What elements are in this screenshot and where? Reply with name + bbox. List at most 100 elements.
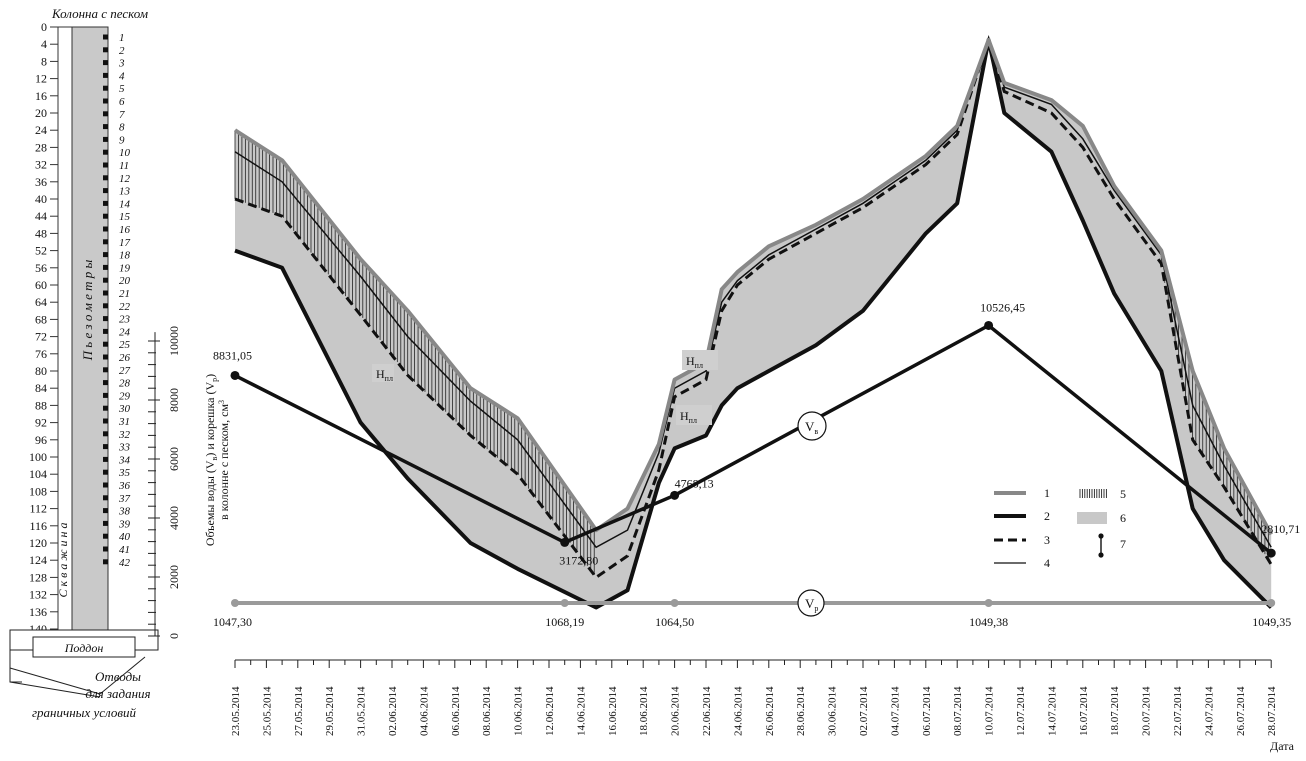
outlets-label-line-1: Отводы (95, 669, 141, 684)
port-dot-30 (103, 405, 108, 411)
x-tick-label-19: 30.06.2014 (827, 686, 839, 736)
port-dot-11 (103, 162, 108, 168)
port-dot-8 (103, 124, 108, 130)
root-volume-label-3: 1049,38 (969, 615, 1008, 629)
gray-fill-layer (235, 39, 1272, 608)
port-dot-19 (103, 264, 108, 270)
port-number-26: 26 (119, 352, 131, 364)
depth-tick-label-17: 68 (35, 312, 47, 326)
volume-tick-label-5: 10000 (167, 326, 181, 356)
legend-label-6: 6 (1120, 511, 1126, 525)
root-volume-point-0 (231, 599, 239, 607)
port-number-15: 15 (119, 211, 131, 223)
depth-tick-label-1: 4 (41, 37, 47, 51)
root-volume-label-0: 1047,30 (213, 615, 252, 629)
water-volume-symbol-circle (797, 411, 827, 441)
x-tick-label-24: 10.07.2014 (984, 686, 996, 736)
depth-tick-label-14: 56 (35, 261, 47, 275)
volume-tick-label-4: 8000 (167, 388, 181, 412)
port-dot-10 (103, 149, 108, 155)
y-axis-label-line-1: Объемы воды (Vв) и корешка (Vр) (203, 374, 219, 546)
depth-tick-label-23: 92 (35, 416, 47, 430)
depth-tick-label-31: 124 (29, 553, 47, 567)
port-dot-28 (103, 380, 108, 386)
x-tick-label-18: 28.06.2014 (795, 686, 807, 736)
area-label-1-bg (372, 364, 394, 382)
port-number-28: 28 (119, 378, 131, 390)
x-tick-label-33: 28.07.2014 (1266, 686, 1278, 736)
port-number-3: 3 (118, 58, 125, 70)
port-number-27: 27 (119, 365, 131, 377)
area-label-2: Нпл (682, 350, 718, 370)
port-dot-38 (103, 508, 108, 514)
gray-fill-area (235, 39, 1272, 608)
depth-tick-label-15: 60 (35, 278, 47, 292)
port-dot-23 (103, 316, 108, 322)
port-number-2: 2 (119, 45, 125, 57)
port-dot-42 (103, 559, 108, 565)
level-curves (233, 34, 1273, 610)
curve-2 (234, 37, 1273, 610)
x-axis-label: Дата (1270, 739, 1295, 753)
port-number-4: 4 (119, 70, 125, 82)
depth-tick-label-20: 80 (35, 364, 47, 378)
area-label-1-text: Нпл (376, 367, 393, 383)
port-dot-33 (103, 444, 108, 450)
port-dot-12 (103, 175, 108, 181)
depth-tick-label-28: 112 (29, 502, 47, 516)
area-label-2-text: Нпл (686, 354, 703, 370)
outlet-line-1 (9, 650, 22, 683)
port-dot-18 (103, 252, 108, 258)
port-dot-41 (103, 546, 108, 552)
depth-tick-label-9: 36 (35, 175, 47, 189)
area-label-3-bg (676, 405, 712, 425)
root-volume-symbol-circle (797, 589, 825, 617)
port-dot-36 (103, 482, 108, 488)
port-dot-22 (103, 303, 108, 309)
x-tick-label-22: 06.07.2014 (921, 686, 933, 736)
outlet-line-3 (9, 681, 101, 698)
x-tick-label-9: 10.06.2014 (513, 686, 525, 736)
sand-column-schematic: Колонна с песком П ь е з о м е т р ы С к… (9, 6, 159, 720)
depth-tick-label-26: 104 (29, 467, 47, 481)
port-number-9: 9 (119, 134, 125, 146)
root-volume-symbol: Vр (805, 596, 818, 613)
column-title: Колонна с песком (51, 6, 148, 21)
depth-tick-label-22: 88 (35, 398, 47, 412)
port-dot-16 (103, 226, 108, 232)
port-number-12: 12 (119, 173, 131, 185)
date-x-axis: 23.05.2014 25.05.2014 27.05.2014 29.05.2014… (230, 659, 1278, 736)
port-number-42: 42 (119, 557, 131, 569)
water-volume-symbol: Vв (805, 419, 818, 436)
volume-tick-label-0: 0 (167, 633, 181, 639)
x-tick-label-14: 20.06.2014 (670, 686, 682, 736)
x-tick-label-26: 14.07.2014 (1046, 686, 1058, 736)
port-dot-31 (103, 418, 108, 424)
port-dot-3 (103, 60, 108, 66)
piezometer-ports: 1234567891011121314151617181920212223242… (103, 32, 131, 569)
x-tick-label-8: 08.06.2014 (481, 686, 493, 736)
x-tick-label-29: 20.07.2014 (1141, 686, 1153, 736)
port-number-7: 7 (119, 109, 125, 121)
x-tick-label-0: 23.05.2014 (230, 686, 242, 736)
port-number-19: 19 (119, 262, 131, 274)
port-number-11: 11 (119, 160, 129, 172)
port-number-10: 10 (119, 147, 131, 159)
legend-swatch-5 (1079, 489, 1107, 498)
x-tick-label-4: 31.05.2014 (356, 686, 368, 736)
legend-swatch-7-bottom (1098, 552, 1104, 558)
port-number-38: 38 (118, 506, 131, 518)
legend-label-5: 5 (1120, 487, 1126, 501)
x-tick-label-32: 26.07.2014 (1235, 686, 1247, 736)
port-number-18: 18 (119, 250, 131, 262)
port-number-41: 41 (119, 544, 130, 556)
port-number-22: 22 (119, 301, 131, 313)
legend-swatch-7-top (1098, 533, 1104, 539)
port-number-21: 21 (119, 288, 130, 300)
water-volume-label-2: 4768,13 (675, 476, 714, 490)
port-dot-9 (103, 136, 108, 142)
port-dot-29 (103, 392, 108, 398)
curve-4 (234, 37, 1272, 549)
outlet-line-4 (99, 656, 146, 695)
